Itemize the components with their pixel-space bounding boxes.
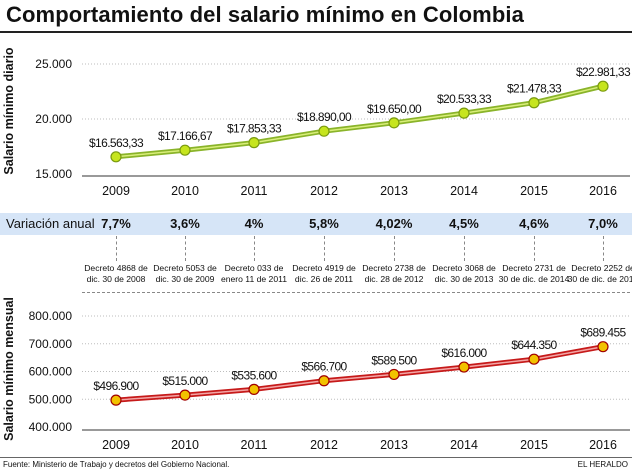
daily-xtick-label: 2009 (102, 184, 130, 198)
monthly-wage-chart: 400.000 500.000 600.000 700.000 800.000 Salar… (2, 297, 630, 452)
monthly-series-line-highlight (115, 345, 604, 401)
monthly-data-point (388, 368, 400, 381)
monthly-data-point (179, 389, 191, 401)
variation-connector (603, 236, 604, 261)
variation-decree: Decreto 2731 de 30 de dic. de 2014 (498, 263, 570, 284)
monthly-ytick-label: 400.000 (29, 420, 73, 434)
daily-xtick-label: 2013 (380, 184, 408, 198)
daily-xtick-label: 2011 (241, 184, 268, 198)
variation-pct: 4,6% (519, 216, 549, 231)
source-note: Fuente: Ministerio de Trabajo y decretos… (3, 460, 230, 469)
variation-connector (254, 236, 255, 261)
annual-variation-band (0, 213, 632, 235)
monthly-data-label: $496.900 (93, 379, 139, 393)
monthly-ytick-label: 500.000 (29, 392, 73, 406)
monthly-data-point (248, 383, 260, 395)
monthly-xtick-label: 2011 (241, 438, 268, 452)
daily-xtick-label: 2016 (589, 184, 617, 198)
daily-y-axis-title: Salario mínimo diario (2, 47, 16, 174)
daily-data-point (528, 97, 540, 109)
variation-decree: Decreto 3068 de dic. 30 de 2013 (432, 263, 496, 284)
monthly-xtick-label: 2009 (102, 438, 130, 452)
monthly-data-label: $515.000 (162, 374, 208, 388)
variation-connector (464, 236, 465, 261)
variation-decree: Decreto 5053 de dic. 30 de 2009 (153, 263, 217, 284)
variation-connector (116, 236, 117, 261)
variation-connector (394, 236, 395, 261)
monthly-data-point (458, 361, 470, 373)
variation-pct: 7,7% (101, 216, 131, 231)
monthly-ytick-label: 700.000 (29, 337, 73, 351)
daily-data-point (388, 117, 400, 129)
variation-pct: 4,5% (449, 216, 479, 231)
decree-separator (82, 292, 630, 293)
daily-data-point (248, 137, 260, 149)
variation-connector (185, 236, 186, 261)
daily-data-point (318, 125, 330, 137)
monthly-data-label: $566.700 (301, 360, 347, 374)
daily-xtick-label: 2015 (520, 184, 548, 198)
daily-data-label: $19.650,00 (367, 102, 422, 116)
daily-series-line-highlight (115, 85, 604, 158)
daily-data-point (458, 107, 470, 119)
daily-ytick-label: 20.000 (35, 112, 72, 126)
monthly-data-label: $589.500 (371, 353, 417, 367)
monthly-xtick-label: 2013 (380, 438, 408, 452)
monthly-data-label: $644.350 (511, 338, 557, 352)
daily-data-label: $22.981,33 (576, 65, 631, 79)
variation-connector (534, 236, 535, 261)
daily-xtick-label: 2014 (450, 184, 478, 198)
variation-pct: 4% (244, 216, 264, 231)
variation-connector (324, 236, 325, 261)
variation-decree: Decreto 2252 de 30 de dic. de 2015 (567, 263, 632, 284)
monthly-y-axis-title: Salario mínimo mensual (2, 297, 16, 441)
daily-ytick-label: 15.000 (35, 167, 72, 181)
title-rule (0, 31, 632, 33)
monthly-data-label: $535.600 (231, 368, 277, 382)
daily-data-point (597, 80, 609, 92)
daily-xtick-label: 2012 (310, 184, 338, 198)
variation-decree: Decreto 4919 de dic. 26 de 2011 (292, 263, 356, 284)
daily-data-label: $16.563,33 (89, 136, 144, 150)
monthly-data-label: $616.000 (441, 346, 487, 360)
variation-decree: Decreto 4868 de dic. 30 de 2008 (84, 263, 148, 284)
daily-ytick-label: 25.000 (35, 57, 72, 71)
daily-data-point (179, 144, 191, 156)
variation-pct: 5,8% (309, 216, 339, 231)
daily-data-label: $17.166,67 (158, 129, 213, 143)
monthly-xtick-label: 2014 (450, 438, 478, 452)
monthly-xtick-label: 2010 (171, 438, 199, 452)
variation-pct: 7,0% (588, 216, 618, 231)
variation-decree: Decreto 2738 de dic. 28 de 2012 (362, 263, 426, 284)
monthly-data-point (597, 341, 609, 353)
daily-data-point (110, 151, 122, 163)
daily-data-label: $21.478,33 (507, 82, 562, 96)
footer-rule (0, 457, 632, 458)
publisher-brand: EL HERALDO (577, 460, 628, 469)
daily-data-label: $18.890,00 (297, 110, 352, 124)
annual-variation-label: Variación anual (6, 216, 95, 231)
variation-pct: 3,6% (170, 216, 200, 231)
daily-wage-chart: 15.000 20.000 25.000 Salario mínimo diario 2… (2, 47, 632, 198)
variation-decree: Decreto 033 de enero 11 de 2011 (220, 263, 288, 284)
monthly-ytick-label: 800.000 (29, 309, 73, 323)
monthly-xtick-label: 2012 (310, 438, 338, 452)
monthly-xtick-label: 2015 (520, 438, 548, 452)
monthly-xtick-label: 2016 (589, 438, 617, 452)
monthly-data-label: $689.455 (580, 326, 626, 340)
monthly-data-point (110, 394, 122, 406)
daily-xtick-label: 2010 (171, 184, 199, 198)
monthly-data-point (528, 353, 540, 365)
variation-pct: 4,02% (375, 216, 413, 231)
page-title: Comportamiento del salario mínimo en Col… (6, 2, 524, 27)
daily-data-label: $20.533,33 (437, 92, 492, 106)
monthly-data-point (318, 375, 330, 387)
daily-data-label: $17.853,33 (227, 122, 282, 136)
monthly-ytick-label: 600.000 (29, 365, 73, 379)
